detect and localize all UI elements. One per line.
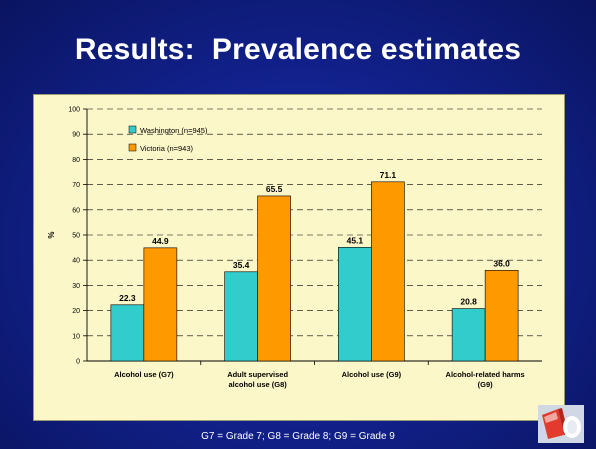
category-label: Alcohol-related harms xyxy=(446,370,525,379)
bar xyxy=(143,247,178,362)
y-axis-label: % xyxy=(47,231,56,238)
data-label: 35.4 xyxy=(233,260,250,270)
y-tick-label: 20 xyxy=(72,308,80,315)
category-label: Alcohol use (G9) xyxy=(342,370,402,379)
data-label: 71.1 xyxy=(380,170,397,180)
bar xyxy=(451,308,486,362)
data-label: 65.5 xyxy=(266,184,283,194)
y-tick-label: 10 xyxy=(72,333,80,340)
bar xyxy=(338,247,372,362)
y-tick-label: 70 xyxy=(72,182,80,189)
data-label: 20.8 xyxy=(460,297,477,307)
category-label: alcohol use (G8) xyxy=(228,380,287,389)
category-label: Adult supervised xyxy=(227,370,288,379)
y-tick-label: 100 xyxy=(68,107,80,114)
y-tick-label: 90 xyxy=(72,132,80,139)
legend-swatch xyxy=(128,125,137,134)
slide-title: Results: Prevalence estimates xyxy=(74,33,522,66)
legend-swatch xyxy=(128,143,137,152)
data-label: 22.3 xyxy=(119,293,136,303)
y-tick-label: 30 xyxy=(72,283,80,290)
category-label: (G9) xyxy=(478,380,494,389)
y-tick-label: 60 xyxy=(72,207,80,214)
bar xyxy=(371,181,405,362)
bar xyxy=(484,269,519,362)
legend-label: Victoria (n=943) xyxy=(140,144,194,153)
legend-label: Washington (n=945) xyxy=(140,126,208,135)
bar xyxy=(110,304,145,362)
bar xyxy=(257,195,291,362)
data-label: 44.9 xyxy=(152,236,169,246)
y-tick-label: 50 xyxy=(72,233,80,240)
y-tick-label: 80 xyxy=(72,157,80,164)
category-label: Alcohol use (G7) xyxy=(114,370,174,379)
data-label: 36.0 xyxy=(493,258,510,268)
bar-chart: 0 10 20 30 40 50 60 70 80 90 100% 22.3 44.9 Alcohol u… xyxy=(47,107,542,389)
data-label: 45.1 xyxy=(347,235,364,245)
y-tick-label: 40 xyxy=(72,258,80,265)
bar xyxy=(224,271,258,362)
y-tick-label: 0 xyxy=(76,359,80,366)
chart-panel: 0 10 20 30 40 50 60 70 80 90 100% 22.3 44.9 Alcohol u… xyxy=(33,94,565,421)
grade-footnote: G7 = Grade 7; G8 = Grade 8; G9 = Grade 9 xyxy=(201,431,395,442)
logo-icon xyxy=(538,405,584,443)
